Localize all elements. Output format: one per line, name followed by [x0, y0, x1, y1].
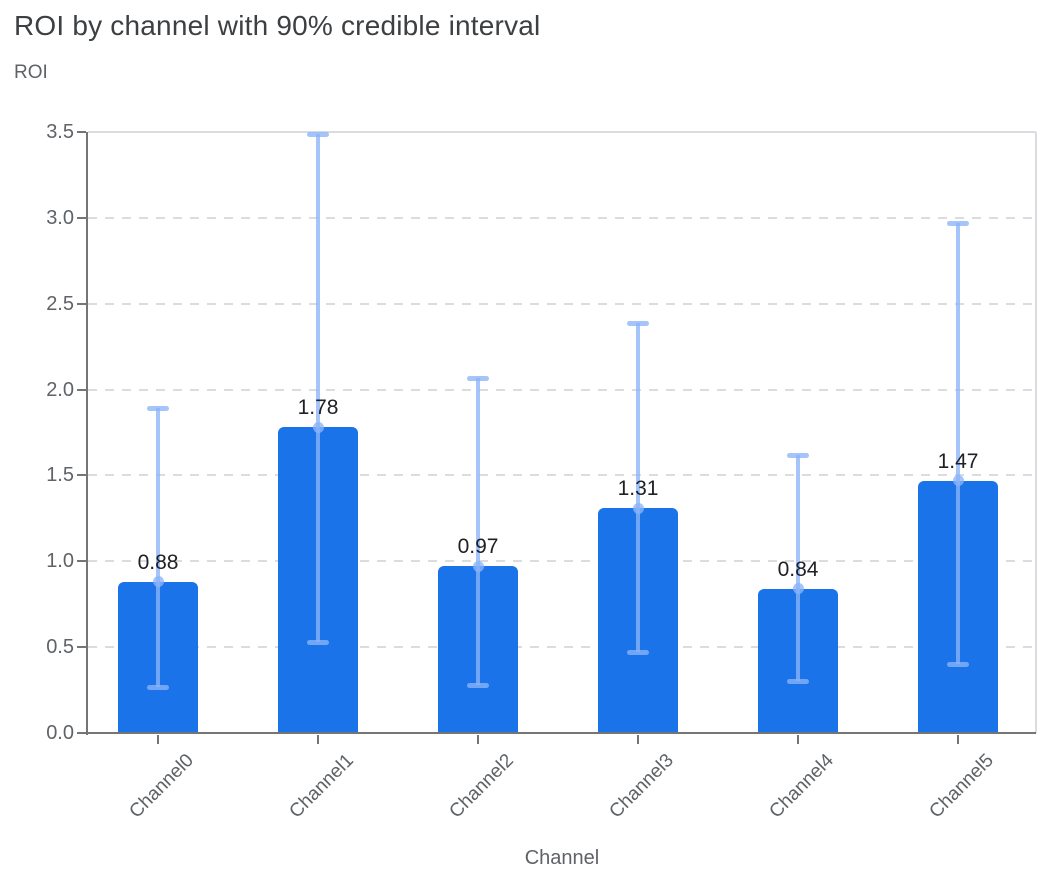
error-bar-cap-bottom-channel1 [307, 639, 329, 645]
error-bar-cap-bottom-channel4 [787, 679, 809, 685]
x-axis-title: Channel [524, 847, 600, 869]
x-tick-mark-channel4 [797, 735, 799, 744]
x-axis-line [86, 732, 1036, 734]
plot-top-border [88, 131, 1036, 133]
error-bar-cap-bottom-channel5 [947, 662, 969, 668]
error-bar-mean-dot-channel1 [312, 421, 324, 433]
error-bar-line-channel0 [156, 408, 160, 687]
error-bar-cap-top-channel4 [787, 452, 809, 458]
y-tick-mark-3.0 [77, 216, 86, 219]
x-tick-mark-channel3 [637, 735, 639, 744]
value-label-channel5: 1.47 [937, 449, 979, 473]
y-tick-mark-2.0 [77, 388, 86, 391]
gridline-3.0 [88, 216, 1036, 219]
gridline-1.5 [88, 474, 1036, 477]
error-bar-mean-dot-channel0 [152, 576, 164, 588]
y-tick-mark-0.5 [77, 646, 86, 649]
error-bar-line-channel2 [476, 377, 480, 685]
y-tick-label-1.0: 1.0 [46, 550, 74, 573]
gridline-2.0 [88, 388, 1036, 391]
error-bar-line-channel4 [796, 454, 800, 682]
gridline-1.0 [88, 560, 1036, 563]
value-label-channel0: 0.88 [137, 550, 179, 574]
error-bar-cap-top-channel5 [947, 221, 969, 226]
y-tick-mark-2.5 [77, 302, 86, 305]
y-tick-mark-0.0 [77, 732, 86, 734]
y-axis-line [86, 132, 88, 735]
error-bar-line-channel1 [316, 133, 320, 642]
error-bar-cap-top-channel3 [627, 320, 649, 326]
error-bar-mean-dot-channel3 [632, 502, 644, 514]
x-tick-mark-channel0 [157, 735, 159, 744]
y-tick-label-3.5: 3.5 [46, 121, 74, 143]
value-label-channel3: 1.31 [617, 477, 659, 501]
y-tick-mark-1.0 [77, 560, 86, 563]
y-tick-label-2.0: 2.0 [46, 378, 74, 401]
y-tick-label-0.5: 0.5 [46, 636, 74, 659]
gridline-0.5 [88, 646, 1036, 649]
x-tick-mark-channel5 [957, 735, 959, 744]
error-bar-mean-dot-channel4 [792, 583, 804, 595]
gridline-2.5 [88, 302, 1036, 305]
y-tick-mark-3.5 [77, 131, 86, 133]
x-tick-mark-channel2 [477, 735, 479, 744]
error-bar-cap-top-channel1 [307, 131, 329, 137]
chart-title: ROI by channel with 90% credible interva… [14, 10, 541, 41]
error-bar-cap-bottom-channel0 [147, 684, 169, 690]
plot-right-border [1035, 132, 1037, 733]
y-tick-label-2.5: 2.5 [46, 292, 74, 315]
error-bar-cap-bottom-channel2 [467, 682, 489, 688]
error-bar-line-channel5 [956, 223, 960, 665]
error-bar-mean-dot-channel2 [472, 560, 484, 572]
y-tick-label-3.0: 3.0 [46, 206, 74, 229]
error-bar-mean-dot-channel5 [952, 475, 964, 487]
y-tick-label-1.5: 1.5 [46, 464, 74, 487]
error-bar-cap-top-channel2 [467, 375, 489, 381]
value-label-channel1: 1.78 [297, 396, 339, 420]
error-bar-cap-bottom-channel3 [627, 650, 649, 656]
value-label-channel2: 0.97 [457, 535, 499, 559]
value-label-channel4: 0.84 [777, 557, 819, 581]
error-bar-cap-top-channel0 [147, 406, 169, 412]
y-tick-mark-1.5 [77, 474, 86, 477]
error-bar-line-channel3 [636, 322, 640, 653]
y-axis-title: ROI [14, 62, 48, 83]
x-tick-mark-channel1 [317, 735, 319, 744]
y-tick-label-0.0: 0.0 [46, 722, 74, 744]
